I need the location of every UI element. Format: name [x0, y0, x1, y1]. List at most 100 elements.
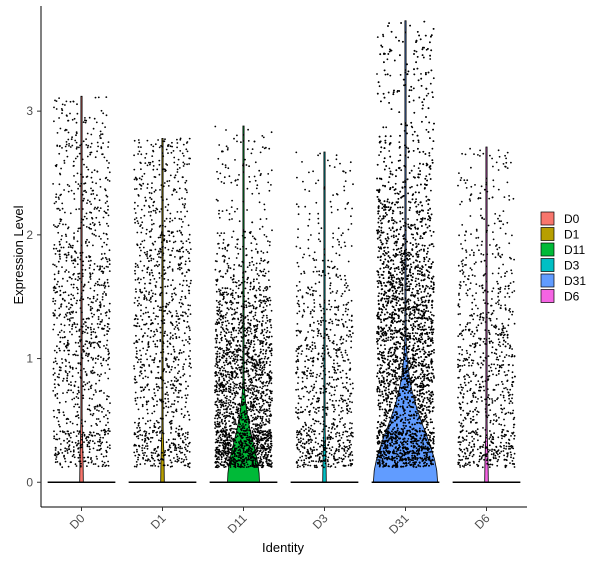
- point-D0: [70, 311, 73, 313]
- point-D0: [86, 202, 88, 205]
- point-D11: [259, 422, 262, 425]
- point-D1: [188, 451, 191, 453]
- point-D1: [151, 228, 153, 231]
- point-D0: [103, 461, 106, 464]
- point-D1: [187, 431, 189, 434]
- point-D0: [69, 244, 72, 247]
- point-D3: [317, 179, 320, 182]
- point-D3: [313, 422, 316, 425]
- point-D11: [246, 434, 249, 437]
- point-D1: [165, 302, 168, 305]
- point-D1: [154, 343, 157, 346]
- point-D11: [267, 373, 270, 376]
- point-D0: [86, 408, 89, 411]
- point-D11: [239, 355, 242, 358]
- point-D1: [135, 350, 138, 353]
- point-D0: [87, 456, 90, 459]
- point-D0: [76, 292, 79, 295]
- point-D11: [255, 328, 258, 331]
- point-D11: [234, 462, 237, 464]
- point-D11: [248, 374, 251, 377]
- point-D3: [333, 348, 335, 350]
- point-D1: [140, 354, 143, 357]
- point-D0: [87, 303, 90, 306]
- point-D3: [305, 347, 308, 350]
- point-D0: [73, 266, 76, 268]
- point-D0: [81, 433, 83, 436]
- point-D1: [174, 389, 177, 391]
- point-D1: [164, 382, 166, 385]
- point-D1: [145, 431, 148, 433]
- point-D0: [58, 145, 61, 148]
- point-D1: [188, 327, 191, 329]
- point-D1: [135, 341, 138, 343]
- point-D1: [170, 322, 173, 324]
- point-D11: [226, 459, 229, 462]
- point-D11: [258, 441, 261, 444]
- point-D0: [101, 257, 104, 259]
- point-D11: [254, 372, 257, 375]
- point-D11: [219, 434, 222, 436]
- point-D11: [255, 243, 258, 246]
- point-D0: [85, 191, 88, 194]
- point-D1: [138, 296, 140, 299]
- point-D3: [313, 449, 316, 451]
- point-D3: [349, 333, 352, 336]
- point-D3: [348, 427, 351, 430]
- point-D1: [181, 284, 184, 287]
- point-D11: [265, 437, 267, 439]
- point-D3: [347, 390, 349, 392]
- point-D0: [90, 370, 92, 373]
- point-D1: [176, 396, 179, 398]
- point-D0: [53, 314, 56, 317]
- point-D11: [223, 367, 225, 370]
- point-D11: [254, 444, 257, 447]
- point-D0: [104, 188, 106, 191]
- point-D11: [242, 261, 245, 264]
- point-D0: [92, 393, 95, 396]
- point-D11: [244, 316, 247, 318]
- point-D11: [251, 148, 254, 151]
- point-D0: [87, 359, 90, 362]
- point-D11: [246, 148, 249, 151]
- point-D0: [76, 323, 79, 326]
- point-D0: [64, 457, 66, 460]
- point-D1: [133, 342, 136, 345]
- point-D11: [237, 252, 240, 255]
- point-D0: [99, 137, 102, 139]
- point-D0: [72, 294, 74, 297]
- point-D0: [75, 415, 77, 418]
- point-D1: [162, 348, 165, 351]
- point-D11: [247, 128, 250, 131]
- point-D1: [142, 276, 145, 279]
- point-D0: [79, 144, 81, 147]
- point-D1: [182, 161, 185, 164]
- point-D0: [99, 301, 101, 304]
- point-D11: [220, 326, 223, 328]
- point-D11: [251, 419, 254, 422]
- point-D3: [350, 336, 353, 338]
- point-D3: [342, 359, 345, 362]
- point-D1: [187, 269, 190, 271]
- point-D3: [300, 428, 303, 430]
- point-D11: [235, 367, 238, 369]
- point-D11: [236, 354, 239, 356]
- point-D0: [66, 438, 69, 440]
- point-D1: [165, 198, 168, 201]
- point-D11: [241, 276, 244, 279]
- point-D3: [338, 243, 340, 246]
- point-D11: [215, 372, 217, 375]
- point-D1: [148, 273, 151, 276]
- point-D0: [104, 256, 107, 259]
- point-D1: [135, 381, 138, 384]
- point-D3: [309, 464, 312, 467]
- point-D11: [264, 371, 266, 374]
- point-D11: [259, 228, 261, 230]
- point-D11: [270, 184, 272, 186]
- point-D11: [220, 455, 223, 458]
- point-D11: [248, 231, 251, 234]
- point-D11: [219, 389, 222, 392]
- point-D0: [98, 309, 100, 312]
- point-D1: [186, 436, 189, 439]
- point-D0: [71, 368, 74, 370]
